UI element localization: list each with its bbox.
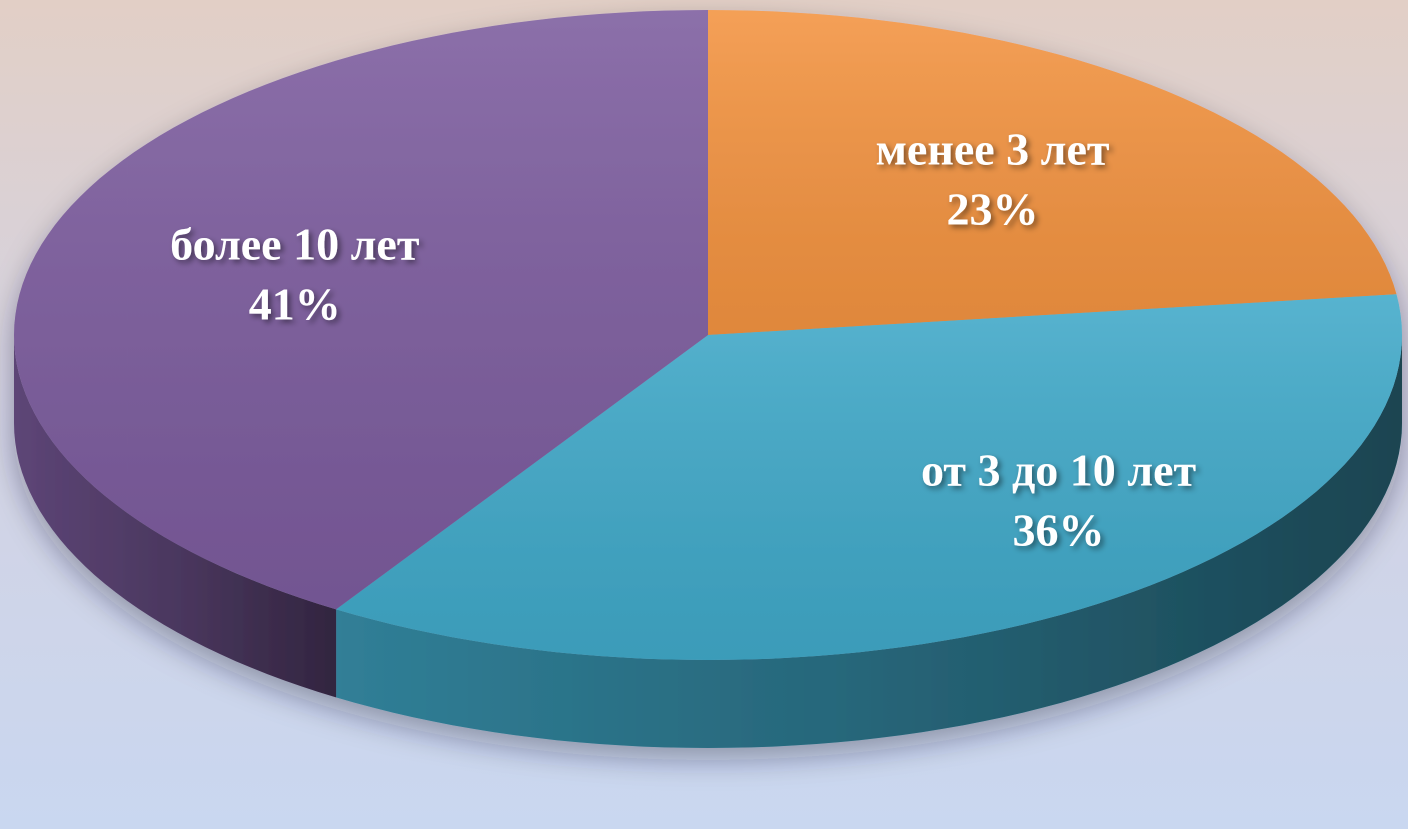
slice-value-label: 41% bbox=[249, 278, 341, 329]
slice-value-label: 36% bbox=[1013, 505, 1105, 556]
pie-slice-shade bbox=[336, 294, 1403, 660]
slice-label: от 3 до 10 лет bbox=[921, 445, 1196, 496]
pie-slice-shade bbox=[14, 10, 708, 610]
pie-slice-shade bbox=[708, 10, 1397, 335]
pie-side-shade bbox=[14, 335, 337, 698]
slice-value-label: 23% bbox=[947, 183, 1039, 234]
slice-label: более 10 лет bbox=[170, 218, 420, 269]
labels: менее 3 лет 23% от 3 до 10 лет 36% более 10 … bbox=[170, 123, 1196, 555]
pie bbox=[14, 10, 1403, 748]
slice-label: менее 3 лет bbox=[876, 123, 1110, 174]
pie-side-shade bbox=[336, 335, 1403, 748]
